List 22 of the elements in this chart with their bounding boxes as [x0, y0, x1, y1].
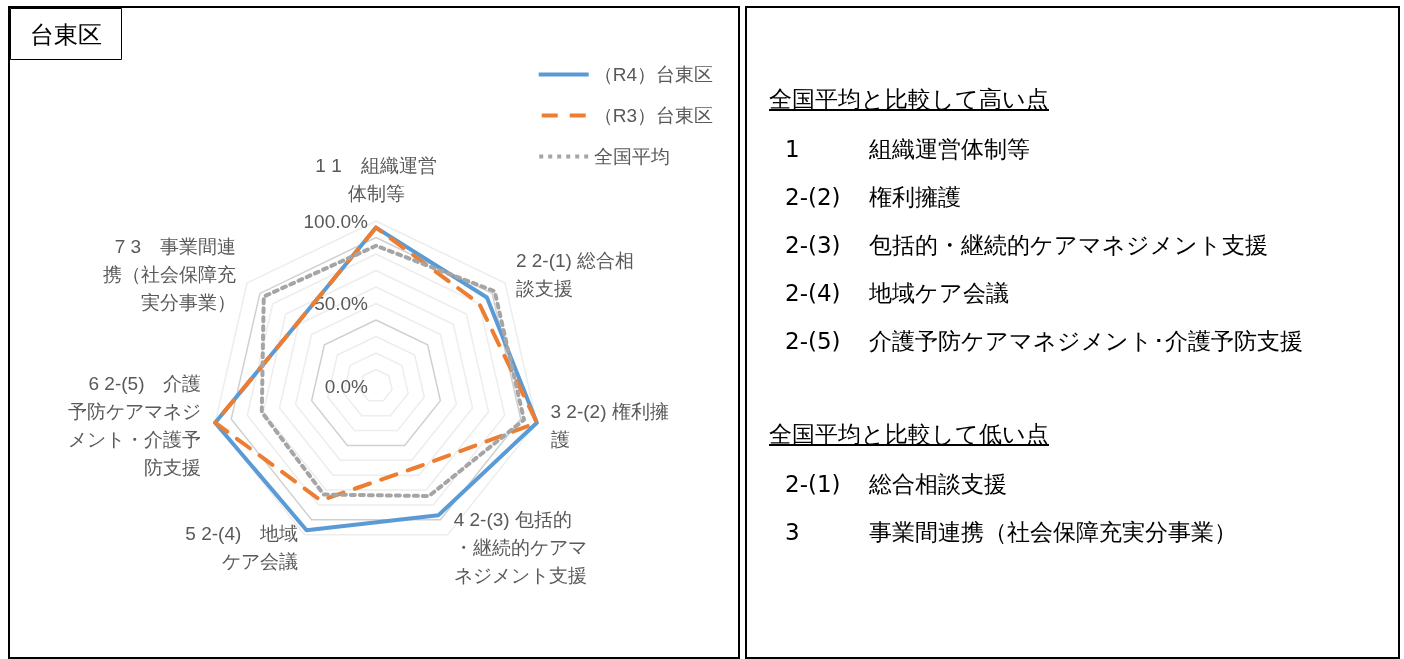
- spoke-label: 6 2-(5) 介護予防ケアマネジメント・介護予防支援: [68, 373, 202, 479]
- text: 2-(3) 包括的・継続的ケアマネジメント支援: [785, 231, 1268, 258]
- text: 1 組織運営体制等: [785, 135, 1030, 162]
- y-tick-label: 0.0%: [324, 375, 369, 397]
- text: 全国平均と比較して低い点: [769, 420, 1050, 449]
- spoke-label: 3 2-(2) 権利擁護: [550, 401, 669, 451]
- text: 3 事業間連携（社会保障充実分事業）: [785, 518, 1237, 545]
- chart-title: 台東区: [30, 20, 102, 48]
- spoke-label: 4 2-(3) 包括的・継続的ケアマネジメント支援: [453, 508, 587, 586]
- text: 2-(2) 権利擁護: [785, 183, 961, 210]
- legend-label: （R3）台東区: [593, 105, 714, 126]
- text: 2-(5) 介護予防ケアマネジメント･介護予防支援: [785, 327, 1303, 354]
- text: 2-(4) 地域ケア会議: [785, 279, 1009, 306]
- spoke-label: 7 3 事業間連携（社会保障充実分事業）: [103, 235, 237, 313]
- text: 2-(1) 総合相談支援: [785, 470, 1007, 497]
- spoke-label: 5 2-(4) 地域ケア会議: [185, 522, 299, 572]
- y-tick-label: 100.0%: [303, 210, 369, 232]
- legend-label: （R4）台東区: [593, 64, 714, 85]
- text: 全国平均と比較して高い点: [769, 85, 1050, 114]
- spoke-label: 2 2-(1) 総合相談支援: [515, 249, 635, 299]
- spoke-label: 1 1 組織運営体制等: [315, 154, 437, 204]
- legend-label: 全国平均: [593, 146, 670, 167]
